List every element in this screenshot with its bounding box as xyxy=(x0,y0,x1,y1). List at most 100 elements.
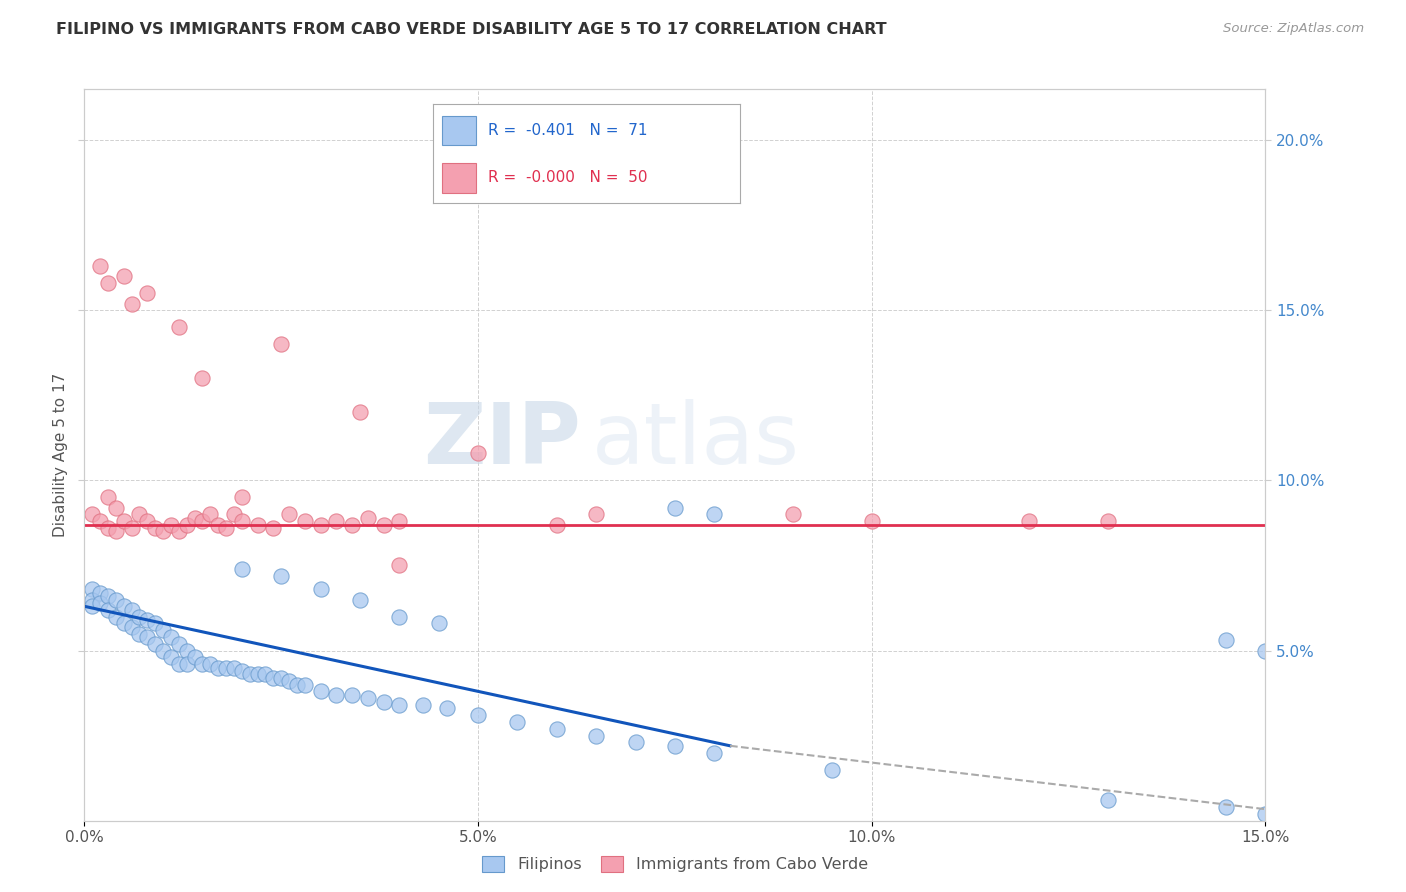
Point xyxy=(703,508,725,522)
Text: FILIPINO VS IMMIGRANTS FROM CABO VERDE DISABILITY AGE 5 TO 17 CORRELATION CHART: FILIPINO VS IMMIGRANTS FROM CABO VERDE D… xyxy=(56,22,887,37)
Point xyxy=(128,508,150,522)
Point xyxy=(167,657,190,672)
Point xyxy=(546,722,568,736)
Point xyxy=(1018,514,1040,528)
Point xyxy=(436,701,458,715)
Point xyxy=(167,524,190,539)
Point xyxy=(860,514,883,528)
Point xyxy=(128,609,150,624)
Point xyxy=(112,599,135,614)
Point xyxy=(215,660,238,674)
Point xyxy=(1254,806,1277,821)
Point xyxy=(89,596,111,610)
Point xyxy=(467,708,489,723)
Point xyxy=(270,568,292,582)
Y-axis label: Disability Age 5 to 17: Disability Age 5 to 17 xyxy=(52,373,67,537)
Point xyxy=(112,616,135,631)
Point xyxy=(136,613,159,627)
Point xyxy=(104,500,127,515)
Point xyxy=(309,684,332,698)
Point xyxy=(207,660,229,674)
Point xyxy=(782,508,804,522)
Legend: Filipinos, Immigrants from Cabo Verde: Filipinos, Immigrants from Cabo Verde xyxy=(475,849,875,879)
Point xyxy=(143,637,166,651)
Point xyxy=(278,674,301,689)
Point xyxy=(143,521,166,535)
Point xyxy=(340,688,363,702)
Point xyxy=(294,677,316,691)
Point xyxy=(388,698,411,712)
Point xyxy=(200,657,222,672)
Point xyxy=(176,657,198,672)
Point xyxy=(270,671,292,685)
Point xyxy=(585,508,607,522)
Point xyxy=(262,521,284,535)
Point xyxy=(412,698,434,712)
Text: atlas: atlas xyxy=(592,399,800,482)
Point xyxy=(82,599,104,614)
Point xyxy=(152,524,174,539)
Point xyxy=(128,626,150,640)
Point xyxy=(506,714,529,729)
Point xyxy=(373,517,395,532)
Point xyxy=(97,589,120,603)
Point xyxy=(160,517,183,532)
Point xyxy=(1097,514,1119,528)
Point xyxy=(143,616,166,631)
Point xyxy=(191,514,214,528)
Point xyxy=(82,582,104,597)
Point xyxy=(703,746,725,760)
Point xyxy=(160,650,183,665)
Point xyxy=(585,729,607,743)
Point xyxy=(121,620,143,634)
Point xyxy=(231,562,253,576)
Point xyxy=(191,371,214,385)
Point xyxy=(340,517,363,532)
Point xyxy=(231,664,253,678)
Point xyxy=(357,691,380,706)
Point xyxy=(278,508,301,522)
Point xyxy=(349,405,371,419)
Point xyxy=(231,514,253,528)
Point xyxy=(121,521,143,535)
Point xyxy=(112,269,135,284)
Point xyxy=(821,763,844,777)
Point xyxy=(183,511,205,525)
Point xyxy=(136,286,159,301)
Point xyxy=(191,657,214,672)
Point xyxy=(349,592,371,607)
Point xyxy=(467,446,489,460)
Point xyxy=(222,660,245,674)
Point xyxy=(254,667,277,681)
Point xyxy=(167,637,190,651)
Point xyxy=(285,677,308,691)
Point xyxy=(121,296,143,310)
Point xyxy=(624,735,647,749)
Point xyxy=(176,643,198,657)
Point xyxy=(89,514,111,528)
Point xyxy=(246,517,269,532)
Point xyxy=(82,592,104,607)
Point xyxy=(664,500,686,515)
Point xyxy=(82,508,104,522)
Point xyxy=(388,514,411,528)
Point xyxy=(183,650,205,665)
Point xyxy=(97,521,120,535)
Point xyxy=(176,517,198,532)
Text: ZIP: ZIP xyxy=(423,399,581,482)
Point xyxy=(427,616,450,631)
Point xyxy=(97,603,120,617)
Point xyxy=(325,688,347,702)
Point xyxy=(373,695,395,709)
Point xyxy=(222,508,245,522)
Point xyxy=(309,582,332,597)
Point xyxy=(104,609,127,624)
Point xyxy=(200,508,222,522)
Point xyxy=(270,337,292,351)
Point xyxy=(1215,633,1237,648)
Point xyxy=(231,491,253,505)
Point xyxy=(546,517,568,532)
Point xyxy=(1097,793,1119,807)
Point xyxy=(136,514,159,528)
Point xyxy=(664,739,686,753)
